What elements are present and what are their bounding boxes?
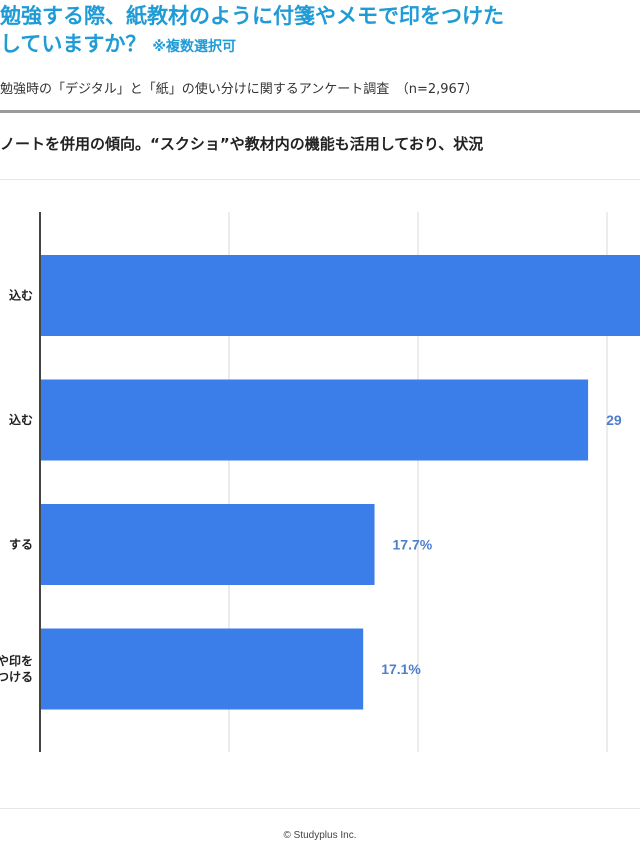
category-label-2: 込む xyxy=(9,412,33,427)
category-label-3: する xyxy=(9,538,33,552)
copyright: © Studyplus Inc. xyxy=(283,830,357,841)
header-divider xyxy=(0,110,640,113)
bar-2 xyxy=(40,379,589,461)
data-label-3: 17.7% xyxy=(393,537,433,553)
title-line-2-text: していますか？ xyxy=(0,32,147,56)
data-label-2: 29 xyxy=(606,412,622,428)
finding-heading: ノートを併用の傾向。“スクショ”や教材内の機能も活用しており、状況 xyxy=(0,135,484,153)
data-label-4: 17.1% xyxy=(381,661,421,677)
category-label-4-line-1: や印を xyxy=(0,654,33,668)
chart-title: 勉強する際、紙教材のように付箋やメモで印をつけた していますか？ ※複数選択可 xyxy=(0,2,640,61)
bar-4 xyxy=(40,628,364,710)
heading-divider xyxy=(0,179,640,180)
category-label-4-line-2: つける xyxy=(0,670,33,684)
survey-subtitle: 勉強時の「デジタル」と「紙」の使い分けに関するアンケート調査 （n=2,967） xyxy=(0,82,479,97)
title-note: ※複数選択可 xyxy=(152,39,236,55)
bar-1 xyxy=(40,255,640,336)
bar-3 xyxy=(40,504,375,585)
title-line-2: していますか？ ※複数選択可 xyxy=(0,30,640,61)
footer-divider xyxy=(0,808,640,809)
title-line-1: 勉強する際、紙教材のように付箋やメモで印をつけた xyxy=(0,4,504,28)
category-label-1: 込む xyxy=(9,288,33,303)
